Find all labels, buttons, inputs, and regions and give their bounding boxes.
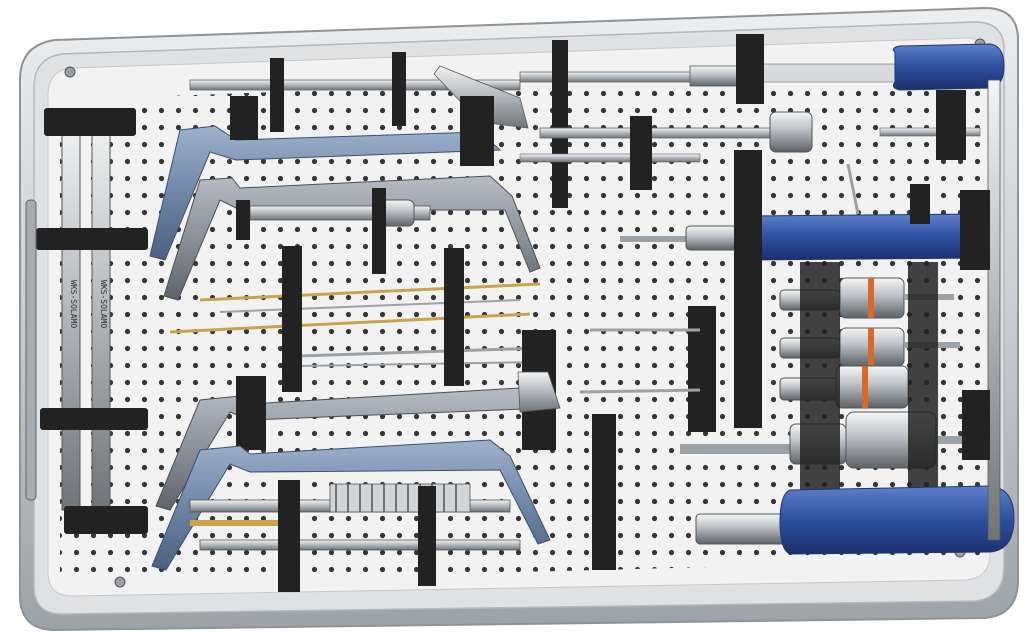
top-instruments [189,34,1005,208]
spring-instrument-1 [236,188,431,274]
brass-wire [169,312,531,334]
bracket [630,116,652,190]
bracket [734,150,762,428]
bracket [908,262,938,492]
bracket [236,200,250,240]
bracket [736,34,764,104]
rod-marking: WKS-SOLAMO [99,280,108,328]
blue-handle [739,213,999,261]
blue-handle-tool-bottom [695,485,1015,555]
spring-coil [329,483,471,513]
bracket [962,390,990,460]
quick-coupling [769,111,813,153]
steel-rod [189,79,521,91]
bracket [444,248,464,386]
bracket [688,306,716,432]
bracket [64,506,148,534]
bracket [278,480,300,592]
steel-rod [539,127,781,139]
bracket [460,96,494,166]
steel-wire [299,346,541,358]
bracket [44,108,136,136]
bracket [282,246,302,392]
left-rods: WKS-SOLAMO WKS-SOLAMO [25,108,148,534]
bracket [552,40,568,208]
bracket [936,90,966,160]
bracket [392,52,406,126]
bracket [592,414,616,570]
steel-wire [219,299,521,313]
screw-icon [64,66,76,78]
gray-retractor-2 [155,371,561,511]
drill-bit-set [579,262,974,492]
brass-wire [199,282,541,302]
bracket [270,58,284,132]
bracket [236,376,266,450]
right-rod [960,79,1001,541]
bracket [418,486,436,586]
bracket [36,228,148,250]
blue-handle [779,485,1015,555]
screw-icon [114,576,126,588]
steel-rod [519,153,701,163]
tray-handle [25,199,37,501]
small-pins [846,163,930,224]
spring-instrument-2 [189,414,616,592]
bracket [372,188,386,274]
blue-handle-tool-middle [620,150,999,428]
bracket [230,96,258,140]
blue-gray-retractor [149,96,502,261]
rod-marking: WKS-SOLAMO [69,280,78,328]
blue-gray-retractor-2 [151,439,551,571]
steel-rod [879,127,981,137]
wire-rows [169,246,556,450]
bracket [800,262,840,492]
blue-handle [892,43,1005,91]
ratchet-section [749,63,901,83]
bracket [960,190,990,270]
bracket [40,408,148,430]
steel-wire [299,361,541,367]
brass-wire [190,520,280,526]
